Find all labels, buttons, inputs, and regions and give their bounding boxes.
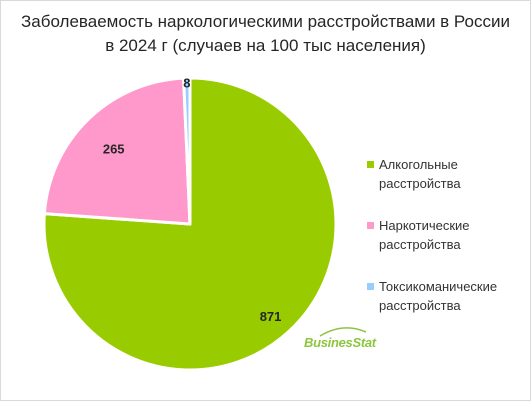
data-label-toxic: 8 bbox=[183, 75, 190, 90]
chart-title-line-1: Заболеваемость наркологическими расстрой… bbox=[21, 12, 510, 31]
data-label-narcotic: 265 bbox=[103, 142, 125, 157]
logo-text: BusinesStat bbox=[304, 335, 376, 350]
pie-slice-narcotic bbox=[42, 76, 192, 226]
logo-arc-icon bbox=[319, 327, 367, 337]
legend-swatch-narcotic bbox=[367, 222, 374, 229]
legend-label-alcohol-line-1: Алкогольные bbox=[379, 157, 458, 172]
legend-item-narcotic: Наркотические расстройства bbox=[367, 216, 527, 254]
legend-swatch-alcohol bbox=[367, 161, 374, 168]
chart-legend: Алкогольные расстройства Наркотические р… bbox=[367, 155, 527, 338]
legend-label-alcohol-line-2: расстройства bbox=[379, 176, 461, 191]
legend-swatch-toxic bbox=[367, 283, 374, 290]
legend-item-toxic: Токсикоманические расстройства bbox=[367, 277, 527, 315]
legend-item-alcohol: Алкогольные расстройства bbox=[367, 155, 527, 193]
legend-label-narcotic-line-2: расстройства bbox=[379, 237, 461, 252]
pie-slice-toxic bbox=[182, 76, 192, 226]
chart-title-line-2: в 2024 г (случаев на 100 тыс населения) bbox=[105, 36, 426, 55]
legend-label-narcotic-line-1: Наркотические bbox=[379, 218, 470, 233]
data-label-alcohol: 871 bbox=[260, 309, 282, 324]
legend-label-toxic-line-2: расстройства bbox=[379, 298, 461, 313]
businesstat-logo: BusinesStat bbox=[304, 327, 376, 350]
chart-title: Заболеваемость наркологическими расстрой… bbox=[0, 10, 531, 58]
legend-label-toxic-line-1: Токсикоманические bbox=[379, 279, 498, 294]
